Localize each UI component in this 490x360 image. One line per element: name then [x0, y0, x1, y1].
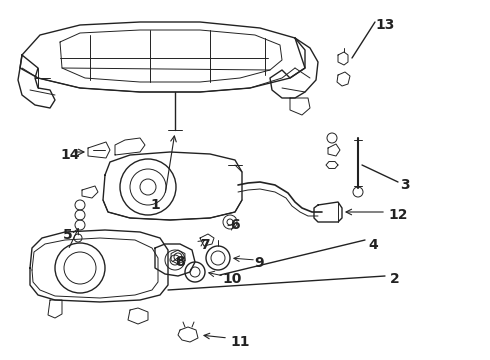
Text: 12: 12 [388, 208, 408, 222]
Text: 7: 7 [200, 238, 210, 252]
Text: 13: 13 [375, 18, 394, 32]
Text: 1: 1 [150, 198, 160, 212]
Text: 11: 11 [230, 335, 249, 349]
Text: 14: 14 [60, 148, 79, 162]
Text: 5: 5 [63, 228, 73, 242]
Text: 3: 3 [400, 178, 410, 192]
Text: 10: 10 [222, 272, 242, 286]
Text: 8: 8 [175, 255, 185, 269]
Text: 6: 6 [230, 218, 240, 232]
Text: 9: 9 [254, 256, 264, 270]
Text: 4: 4 [368, 238, 378, 252]
Text: 2: 2 [390, 272, 400, 286]
